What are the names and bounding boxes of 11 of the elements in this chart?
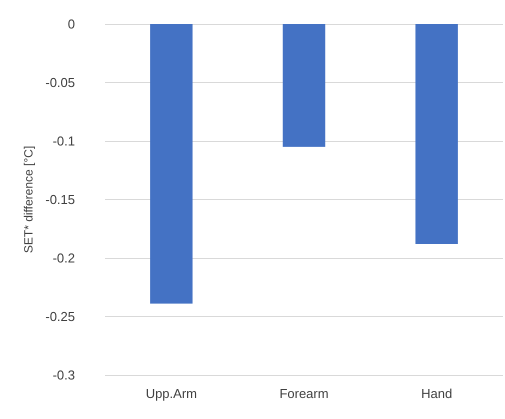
x-tick-label: Hand [421, 386, 452, 401]
y-axis-title: SET* difference [°C] [21, 146, 36, 254]
y-tick-label: -0.1 [52, 134, 75, 148]
y-tick-label: -0.3 [52, 368, 75, 382]
y-tick-label: -0.15 [45, 192, 75, 207]
x-tick-label: Forearm [279, 386, 329, 401]
y-tick-label: -0.2 [52, 250, 75, 266]
y-tick-label: -0.05 [45, 75, 75, 90]
y-tick-label: 0 [68, 16, 75, 32]
y-tick-label: -0.25 [45, 309, 75, 324]
x-tick-label: Upp.Arm [146, 386, 197, 401]
